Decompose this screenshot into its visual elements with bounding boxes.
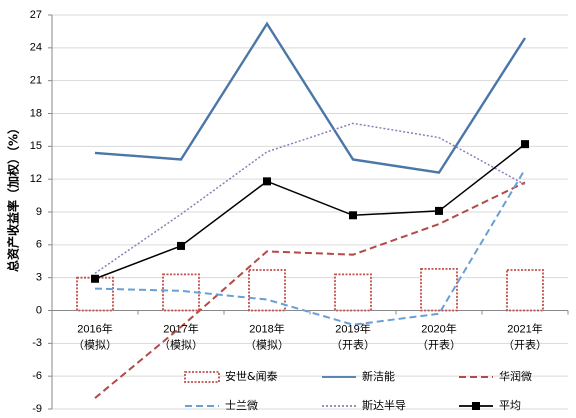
x-tick-label: 2019年 xyxy=(335,322,370,336)
legend-label: 安世&闻泰 xyxy=(225,369,278,383)
x-tick-labels: 2016年 （模拟） 2017年 （模拟） 2018年 （模拟） 2019年 （开表） 2020… xyxy=(73,322,547,352)
point-marker xyxy=(177,241,185,250)
x-tick-label: （模拟） xyxy=(159,338,203,352)
legend-label: 斯达半导 xyxy=(362,398,406,412)
y-tick-label: 24 xyxy=(30,42,42,54)
legend-item: 士兰微 xyxy=(185,398,258,412)
axes xyxy=(48,14,569,410)
point-marker xyxy=(349,211,357,220)
y-tick-label: 0 xyxy=(36,304,42,316)
y-tick-label: 3 xyxy=(36,272,42,284)
legend-marker xyxy=(472,402,480,410)
x-tick-label: （开表） xyxy=(503,338,547,352)
legend-item: 安世&闻泰 xyxy=(184,369,278,383)
y-tick-label: 27 xyxy=(30,9,42,21)
x-tick-label: （模拟） xyxy=(73,338,117,352)
x-tick-label: 2016年 xyxy=(77,322,112,336)
y-tick-label: 18 xyxy=(30,107,42,119)
x-tick-label: 2021年 xyxy=(507,322,542,336)
y-tick-label: 6 xyxy=(36,239,42,251)
x-tick-label: 2018年 xyxy=(249,322,284,336)
y-tick-labels: -9 -6 -3 0 3 6 9 12 15 18 21 24 27 xyxy=(30,9,42,415)
legend-item: 华润微 xyxy=(459,369,532,383)
bar-安世&闻泰 xyxy=(334,273,372,312)
legend-item: 斯达半导 xyxy=(322,398,406,412)
y-tick-label: 15 xyxy=(30,140,42,152)
legend-label: 士兰微 xyxy=(225,398,258,412)
legend-label: 平均 xyxy=(499,399,521,412)
legend-item: 新洁能 xyxy=(322,369,395,383)
point-marker xyxy=(91,274,99,283)
grid xyxy=(52,14,568,410)
legend-label: 华润微 xyxy=(499,369,532,383)
y-tick-label: 9 xyxy=(36,206,42,218)
bar-安世&闻泰 xyxy=(506,269,544,312)
y-tick-label: -9 xyxy=(32,403,42,415)
series-line xyxy=(94,181,526,399)
bar-安世&闻泰 xyxy=(162,273,200,312)
legend-label: 新洁能 xyxy=(362,369,395,383)
x-tick-label: （开表） xyxy=(417,338,461,352)
x-tick-label: （模拟） xyxy=(245,338,289,352)
point-marker xyxy=(263,177,271,186)
y-tick-label: -3 xyxy=(32,337,42,349)
series-line xyxy=(94,21,527,174)
y-tick-label: -6 xyxy=(32,370,42,382)
series-line xyxy=(94,122,526,274)
series-line xyxy=(94,168,526,326)
series-line xyxy=(94,143,526,280)
point-marker xyxy=(521,140,529,149)
bars xyxy=(76,268,544,312)
point-marker xyxy=(435,206,443,215)
legend-item: 平均 xyxy=(459,399,521,412)
legend-swatch xyxy=(184,371,220,383)
x-tick-label: 2020年 xyxy=(421,322,456,336)
y-tick-label: 21 xyxy=(30,75,42,87)
y-axis-label: 总资产收益率（加权）（%） xyxy=(6,122,21,272)
x-tick-label: 2017年 xyxy=(163,322,198,336)
bar-安世&闻泰 xyxy=(420,268,458,312)
y-tick-label: 12 xyxy=(30,173,42,185)
bar-安世&闻泰 xyxy=(248,269,286,312)
lines xyxy=(91,21,529,399)
x-tick-label: （开表） xyxy=(331,338,375,352)
